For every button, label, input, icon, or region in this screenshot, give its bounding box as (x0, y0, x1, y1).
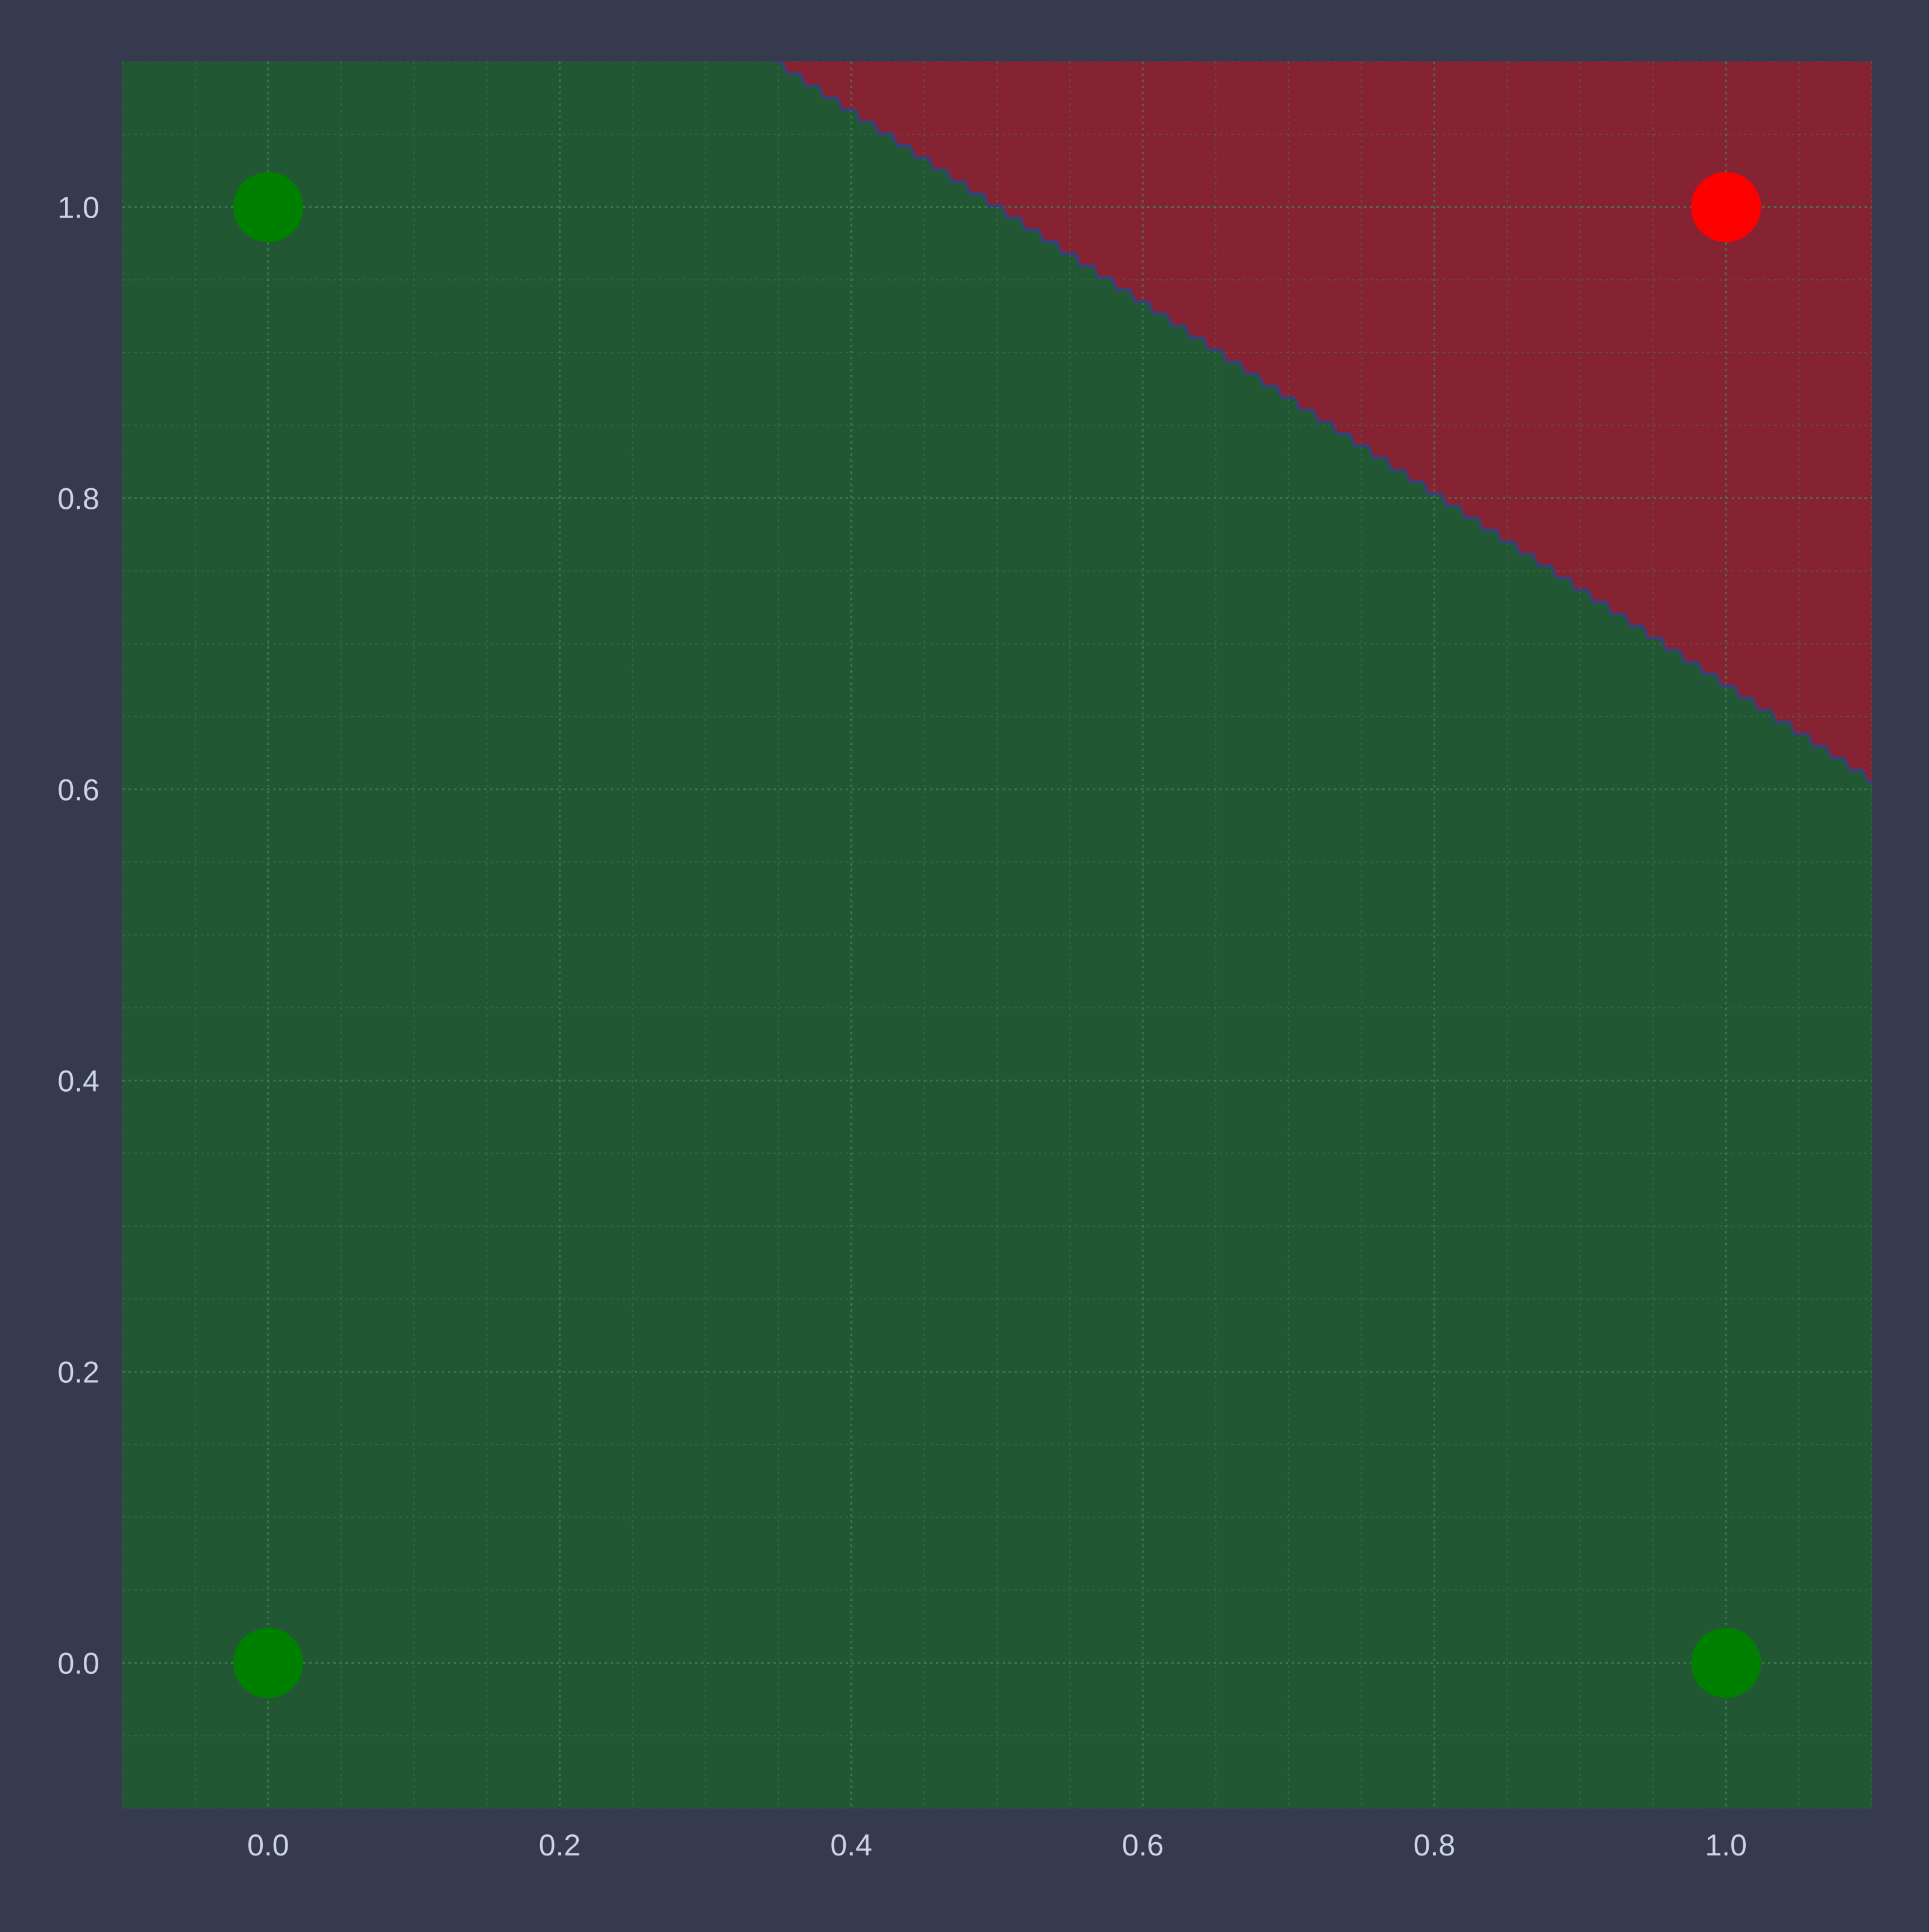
x-tick-label: 0.4 (830, 1828, 872, 1862)
x-tick-label: 0.8 (1414, 1828, 1456, 1862)
y-tick-label: 0.4 (57, 1065, 99, 1098)
x-tick-label: 0.6 (1122, 1828, 1164, 1862)
y-tick-label: 0.6 (57, 773, 99, 807)
points-layer (233, 172, 1761, 1698)
x-axis-tick-labels: 0.0 0.2 0.4 0.6 0.8 1.0 (247, 1828, 1747, 1862)
y-tick-label: 1.0 (57, 191, 99, 225)
decision-boundary-line (772, 61, 1872, 784)
x-tick-label: 1.0 (1705, 1828, 1747, 1862)
y-axis-tick-labels: 0.0 0.2 0.4 0.6 0.8 1.0 (57, 191, 99, 1681)
y-tick-label: 0.0 (57, 1647, 99, 1681)
x-tick-label: 0.2 (539, 1828, 581, 1862)
data-point-class-0 (233, 1628, 303, 1698)
y-tick-label: 0.8 (57, 482, 99, 516)
boundary-layer (772, 61, 1872, 784)
data-point-class-1 (1691, 172, 1761, 242)
x-tick-label: 0.0 (247, 1828, 289, 1862)
y-tick-label: 0.2 (57, 1356, 99, 1389)
data-point-class-0 (233, 172, 303, 242)
data-point-class-0 (1691, 1628, 1761, 1698)
